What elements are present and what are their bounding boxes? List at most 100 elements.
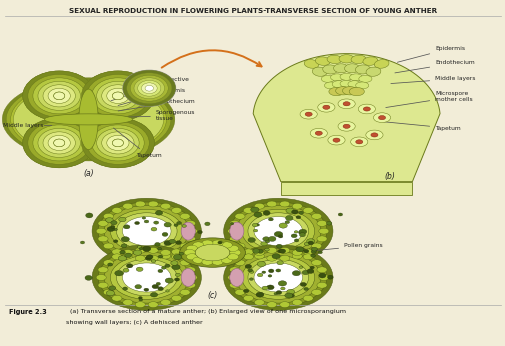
Ellipse shape [112,254,122,260]
Ellipse shape [158,255,163,258]
Ellipse shape [43,132,75,154]
Ellipse shape [23,71,95,121]
Ellipse shape [134,221,139,225]
Ellipse shape [118,256,126,261]
Ellipse shape [11,82,166,157]
Ellipse shape [135,302,145,308]
Ellipse shape [322,65,337,74]
Ellipse shape [243,249,253,255]
Ellipse shape [23,71,95,121]
Ellipse shape [111,221,117,225]
Circle shape [145,85,153,91]
Ellipse shape [294,239,298,242]
Ellipse shape [91,78,144,114]
Text: Connective: Connective [111,77,189,101]
Ellipse shape [54,92,65,100]
Ellipse shape [6,80,171,159]
Ellipse shape [164,222,171,227]
Ellipse shape [262,286,268,290]
Ellipse shape [229,220,239,226]
Ellipse shape [122,263,171,292]
Ellipse shape [230,222,233,225]
Ellipse shape [171,295,181,301]
Ellipse shape [268,275,271,277]
Ellipse shape [174,224,178,227]
Ellipse shape [43,85,75,107]
Ellipse shape [229,222,243,240]
Ellipse shape [111,226,115,228]
Ellipse shape [310,266,314,269]
Ellipse shape [112,92,123,100]
Polygon shape [280,182,412,195]
Ellipse shape [48,135,70,151]
Ellipse shape [98,236,108,242]
Ellipse shape [187,228,197,234]
Ellipse shape [295,247,304,252]
Ellipse shape [290,234,296,238]
Ellipse shape [179,238,245,267]
Ellipse shape [160,249,170,255]
Ellipse shape [116,259,177,296]
Ellipse shape [365,130,382,140]
Ellipse shape [241,256,314,299]
Ellipse shape [184,249,195,256]
Ellipse shape [250,207,259,212]
Ellipse shape [152,284,158,289]
Text: Tapetum: Tapetum [113,128,161,158]
Text: (a): (a) [83,170,93,179]
Ellipse shape [103,213,113,219]
Ellipse shape [234,213,244,219]
Ellipse shape [229,282,239,288]
Ellipse shape [265,240,269,243]
Circle shape [134,78,164,99]
Ellipse shape [332,138,339,142]
Ellipse shape [175,241,181,245]
Ellipse shape [192,257,204,263]
Ellipse shape [302,208,313,213]
Ellipse shape [103,260,113,266]
Ellipse shape [272,254,280,259]
Ellipse shape [266,247,276,253]
Ellipse shape [247,238,255,242]
Ellipse shape [229,249,240,256]
Ellipse shape [139,299,142,301]
Ellipse shape [148,201,158,207]
Ellipse shape [170,261,178,265]
Ellipse shape [298,231,304,234]
Ellipse shape [126,264,133,268]
Ellipse shape [158,269,163,273]
Ellipse shape [342,124,349,128]
Ellipse shape [305,112,312,116]
Ellipse shape [165,290,169,292]
Ellipse shape [108,263,113,266]
Ellipse shape [279,201,289,207]
Ellipse shape [268,269,273,273]
Ellipse shape [139,247,142,250]
Ellipse shape [135,285,141,289]
Ellipse shape [181,268,195,286]
Ellipse shape [255,224,259,226]
Ellipse shape [122,287,127,290]
Ellipse shape [92,198,201,264]
Ellipse shape [133,250,141,255]
Ellipse shape [182,225,186,227]
Ellipse shape [293,231,297,233]
Ellipse shape [310,128,327,138]
Ellipse shape [311,250,316,253]
Ellipse shape [266,285,274,290]
Ellipse shape [91,78,144,114]
Ellipse shape [362,57,377,65]
Ellipse shape [249,271,254,273]
Ellipse shape [186,245,197,252]
Ellipse shape [28,121,90,164]
Text: Pollen grains: Pollen grains [303,243,382,252]
Ellipse shape [344,64,359,73]
Ellipse shape [124,253,131,257]
Ellipse shape [86,74,149,117]
Ellipse shape [146,255,153,259]
Ellipse shape [185,282,195,288]
Ellipse shape [227,245,238,252]
Ellipse shape [96,81,139,110]
Ellipse shape [326,55,341,64]
Ellipse shape [276,244,282,248]
